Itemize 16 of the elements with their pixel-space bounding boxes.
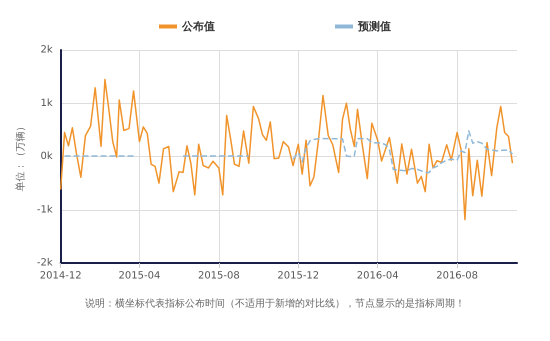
legend-label: 公布值 (181, 20, 215, 33)
y-tick-label: 1k (40, 98, 53, 109)
y-tick-label: 2k (40, 44, 53, 56)
x-tick-label: 2015-08 (198, 270, 240, 282)
x-tick-label: 2016-04 (356, 270, 399, 282)
y-tick-label: -1k (36, 204, 53, 216)
x-tick-label: 2015-04 (118, 270, 160, 282)
line-series (60, 78, 514, 220)
text: 说明：横坐标代表指标公布时间（不适用于新增的对比线），节点显示的是指标周期！ (85, 298, 465, 310)
y-tick-label: -2k (36, 258, 53, 268)
y-axis-title: 单位：（万辆） (14, 122, 26, 192)
x-tick-label: 2015-12 (277, 270, 320, 282)
x-tick-label: 2016-08 (436, 270, 478, 282)
legend-label: 预测值 (357, 20, 391, 33)
x-tick-label: 2014-12 (40, 270, 82, 282)
y-tick-label: 0k (40, 151, 53, 162)
